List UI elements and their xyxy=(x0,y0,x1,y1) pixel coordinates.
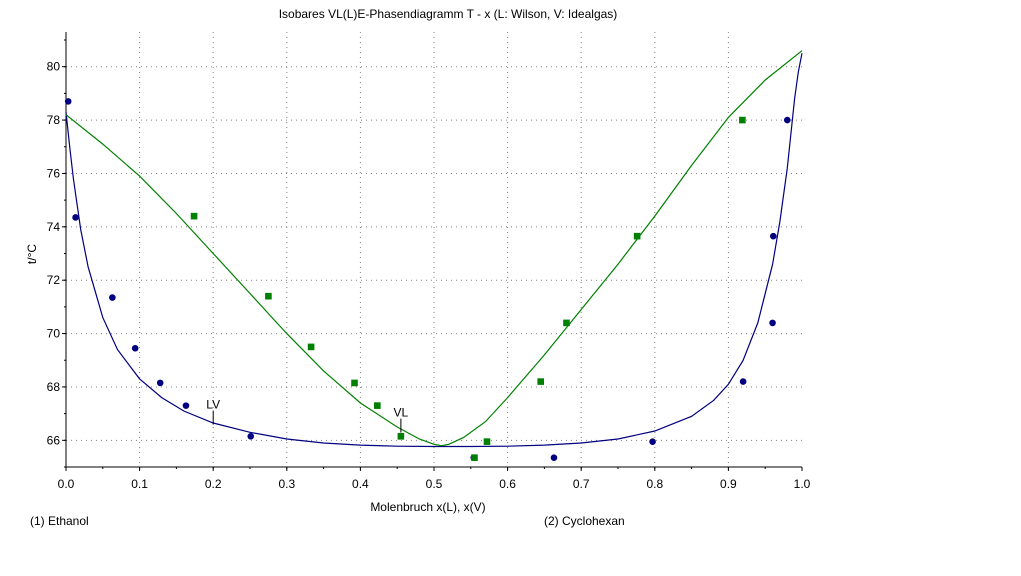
data-point-square xyxy=(739,116,746,124)
data-point-circle xyxy=(769,232,777,240)
curve-labels: LV VL xyxy=(206,398,409,433)
y-tick-label: 72 xyxy=(47,273,61,287)
data-point-circle xyxy=(550,454,558,461)
y-tick-label: 76 xyxy=(47,166,61,180)
data-point-circle xyxy=(156,379,164,387)
data-point-square xyxy=(351,379,358,387)
x-tick-label: 0.0 xyxy=(58,477,75,491)
data-point-circle xyxy=(64,98,72,105)
x-tick-label: 0.2 xyxy=(205,477,222,491)
series-curve-1 xyxy=(65,50,803,447)
y-tick-label: 66 xyxy=(47,433,61,447)
curve-label: LV xyxy=(206,398,220,412)
data-point-circle xyxy=(783,116,791,124)
markers-layer xyxy=(64,98,791,461)
curve-label: VL xyxy=(394,406,409,420)
data-point-square xyxy=(397,433,405,440)
data-point-circle xyxy=(769,319,776,327)
x-tick-label: 0.7 xyxy=(573,477,590,491)
data-point-circle xyxy=(182,402,190,409)
data-point-circle xyxy=(739,378,747,385)
y-tick-label: 78 xyxy=(47,113,61,127)
x-tick-label: 0.8 xyxy=(646,477,663,491)
x-tick-label: 0.3 xyxy=(278,477,295,491)
x-axis-label: Molenbruch x(L), x(V) xyxy=(370,500,485,514)
y-tick-label: 70 xyxy=(47,327,61,341)
x-tick-label: 0.6 xyxy=(499,477,516,491)
series-curve-0 xyxy=(65,53,803,448)
data-point-square xyxy=(537,378,545,385)
data-point-circle xyxy=(109,294,116,301)
data-point-square xyxy=(633,232,641,240)
data-point-square xyxy=(374,402,381,409)
y-tick-label: 74 xyxy=(47,220,61,234)
y-tick-label: 68 xyxy=(47,380,61,394)
x-tick-label: 0.9 xyxy=(720,477,737,491)
x-tick-label: 0.1 xyxy=(131,477,148,491)
data-point-square xyxy=(307,343,315,351)
chart-title: Isobares VL(L)E-Phasendiagramm T - x (L:… xyxy=(279,7,618,21)
data-point-square xyxy=(483,438,491,445)
data-point-square xyxy=(265,292,272,300)
series-layer xyxy=(65,50,803,448)
axes xyxy=(62,32,803,471)
component-label-1: (1) Ethanol xyxy=(30,514,89,528)
data-point-circle xyxy=(131,344,139,352)
data-point-circle xyxy=(72,214,79,221)
data-point-square xyxy=(471,454,478,461)
data-point-circle xyxy=(649,438,656,445)
data-point-square xyxy=(190,212,198,220)
y-axis-label: t/°C xyxy=(25,244,39,264)
x-tick-label: 0.4 xyxy=(352,477,369,491)
x-tick-label: 1.0 xyxy=(794,477,811,491)
tick-labels: 0.0 0.1 0.2 0.3 0.4 0.5 0.6 0.7 0.8 0.9 1.0 66 68 70 7… xyxy=(47,60,811,491)
data-point-square xyxy=(563,319,570,327)
component-label-2: (2) Cyclohexan xyxy=(544,514,625,528)
data-point-circle xyxy=(247,433,255,440)
grid xyxy=(66,32,802,467)
x-tick-label: 0.5 xyxy=(426,477,443,491)
y-tick-label: 80 xyxy=(47,60,61,74)
